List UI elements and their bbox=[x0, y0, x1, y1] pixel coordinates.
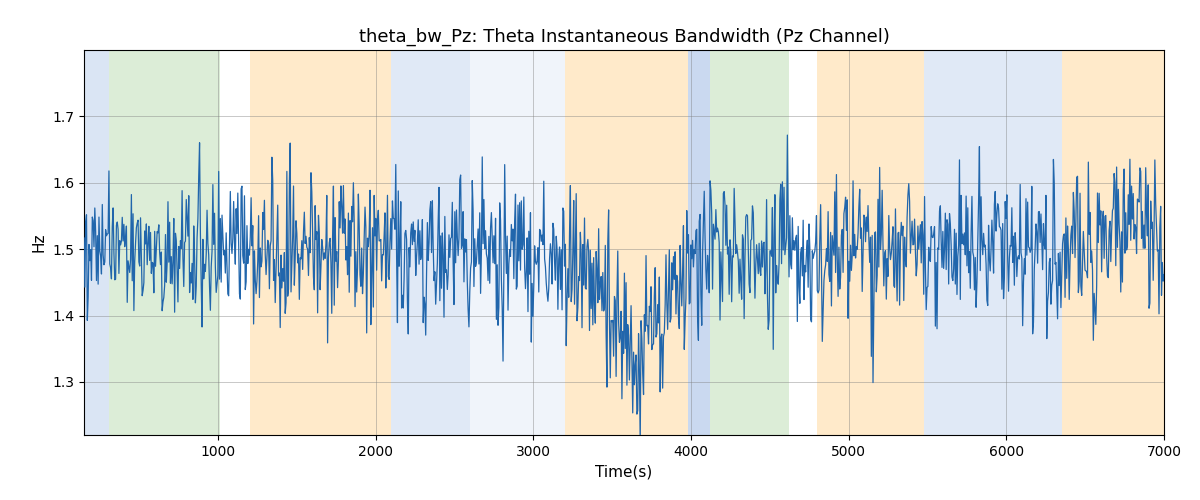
Bar bbox=[391, 50, 470, 435]
Y-axis label: Hz: Hz bbox=[31, 233, 47, 252]
Bar bbox=[470, 50, 565, 435]
Bar bbox=[84, 50, 109, 435]
X-axis label: Time(s): Time(s) bbox=[595, 464, 653, 479]
Bar bbox=[565, 50, 688, 435]
Bar bbox=[710, 50, 788, 435]
Bar bbox=[924, 50, 1062, 435]
Bar bbox=[250, 50, 391, 435]
Bar bbox=[817, 50, 924, 435]
Bar bbox=[109, 50, 220, 435]
Bar bbox=[688, 50, 710, 435]
Bar bbox=[1062, 50, 1164, 435]
Title: theta_bw_Pz: Theta Instantaneous Bandwidth (Pz Channel): theta_bw_Pz: Theta Instantaneous Bandwid… bbox=[359, 28, 889, 46]
